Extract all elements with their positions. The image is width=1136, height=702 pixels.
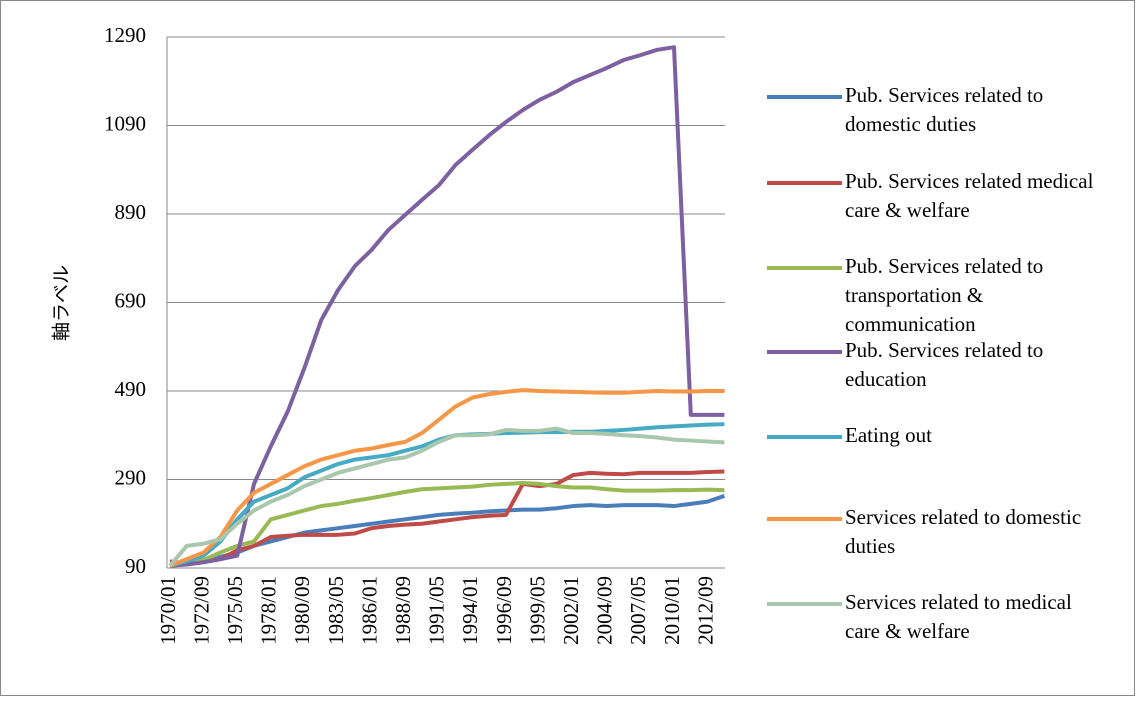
x-tick-label: 1983/05 [324,576,348,645]
y-tick-label: 1290 [104,23,146,47]
y-tick-label: 1090 [104,111,146,135]
legend-label: Pub. Services related to transportation &… [845,254,1043,336]
x-tick-label: 1972/09 [189,576,213,645]
y-tick-label: 90 [125,554,146,578]
x-tick-label: 1991/05 [425,576,449,645]
legend-label: Pub. Services related to education [845,338,1043,391]
x-tick-label: 2004/09 [593,576,617,645]
y-tick-label: 290 [115,465,147,489]
x-tick-label: 1988/09 [391,576,415,645]
y-tick-label: 490 [115,377,147,401]
x-tick-label: 1994/01 [458,576,482,645]
x-tick-label: 1978/01 [257,576,281,645]
y-axis-label: 軸ラベル [51,265,73,341]
x-tick-label: 2010/01 [660,576,684,645]
legend-label: Eating out [845,423,932,447]
legend-label: Services related to medical care & welfar… [845,590,1072,643]
legend-label: Services related to domestic duties [845,505,1081,558]
legend-label: Pub. Services related to domestic duties [845,83,1043,136]
x-tick-label: 2002/01 [559,576,583,645]
legend-label: Pub. Services related medical care & welf… [845,169,1094,222]
y-tick-label: 890 [115,200,147,224]
x-tick-label: 1999/05 [525,576,549,645]
data-line [169,388,725,568]
x-tick-label: 1975/05 [223,576,247,645]
data-line [169,469,725,566]
y-tick-label: 690 [115,288,147,312]
data-line [168,426,725,568]
x-tick-label: 2007/05 [626,576,650,645]
x-tick-label: 1970/01 [156,576,180,645]
data-line [169,481,725,568]
x-tick-label: 1980/09 [290,576,314,645]
x-tick-label: 1986/01 [357,576,381,645]
x-tick-label: 1996/09 [492,576,516,645]
data-line [169,45,725,568]
x-tick-label: 2012/09 [693,576,717,645]
